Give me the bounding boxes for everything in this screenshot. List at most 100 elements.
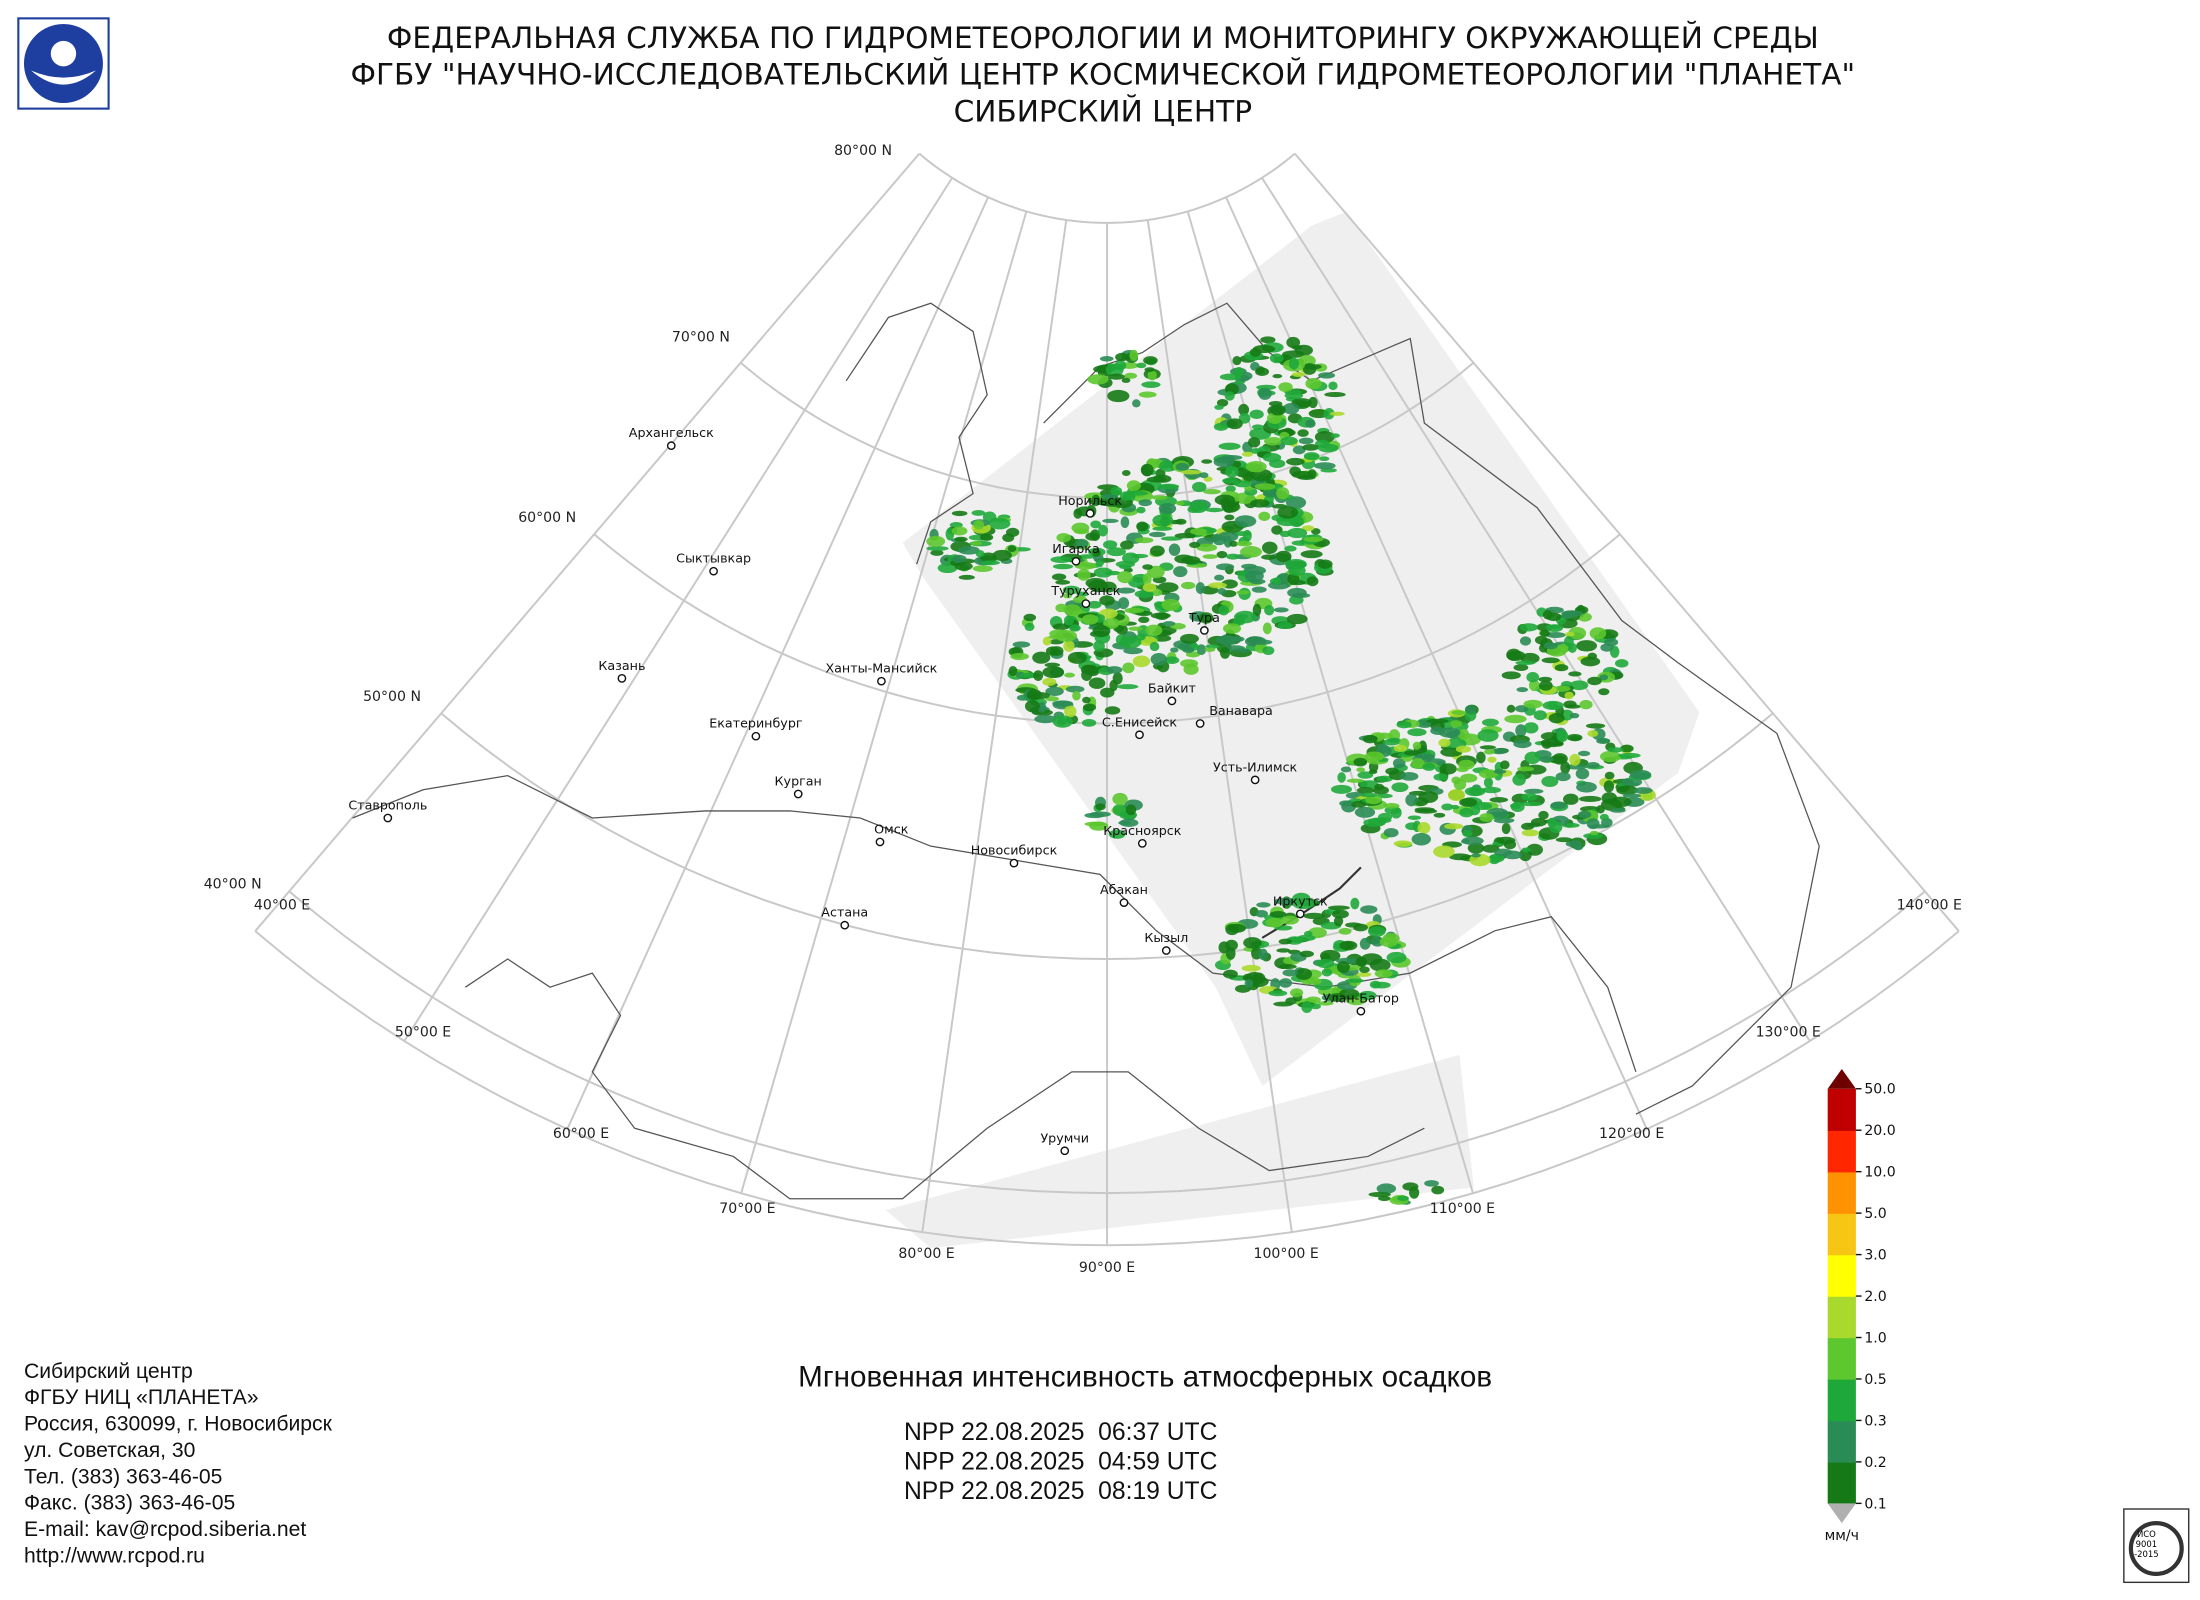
rain-cell — [1444, 823, 1464, 830]
city-label: Улан-Батор — [1323, 991, 1399, 1006]
longitude-label: 40°00 E — [254, 898, 310, 914]
colorbar-label: 10.0 — [1864, 1165, 1895, 1181]
rain-cell — [1523, 722, 1539, 734]
meridian — [740, 211, 1028, 1194]
rain-cell — [1121, 377, 1131, 383]
rain-cell — [1191, 481, 1207, 493]
rain-cell — [1023, 613, 1037, 622]
rain-cell — [1045, 686, 1064, 696]
rain-cell — [1501, 671, 1521, 680]
rain-cell — [1093, 640, 1105, 652]
rain-cell — [1261, 541, 1278, 554]
rain-cell — [973, 520, 985, 530]
rain-cell — [1095, 560, 1105, 566]
rain-cell — [1610, 807, 1626, 813]
rain-cell — [1132, 655, 1151, 668]
rain-cell — [1385, 767, 1400, 775]
rain-cell — [1462, 830, 1473, 838]
rain-cell — [1576, 781, 1597, 793]
rain-cell — [1577, 810, 1592, 819]
rain-cell — [1302, 443, 1319, 451]
rain-cell — [1107, 389, 1130, 403]
rain-cell — [1279, 978, 1292, 988]
rain-cell — [1128, 576, 1145, 588]
longitude-label: 90°00 E — [1079, 1260, 1135, 1276]
rain-cell — [1402, 1182, 1419, 1191]
rain-cell — [1323, 407, 1335, 420]
colorbar: 0.1 0.2 0.3 0.5 1.0 2.0 3.0 5.0 10.0 20.0 50.0 мм/ч — [1825, 1069, 1896, 1544]
longitude-label: 110°00 E — [1430, 1201, 1495, 1217]
rain-cell — [1106, 547, 1126, 557]
rain-cell — [1251, 639, 1273, 645]
rain-cell — [1362, 734, 1378, 744]
colorbar-label: 5.0 — [1864, 1206, 1886, 1222]
city-label: Туруханск — [1050, 583, 1120, 598]
rain-cell — [1393, 744, 1408, 752]
rain-cell — [1405, 822, 1419, 831]
rain-cell — [1248, 437, 1261, 448]
city-label: С.Енисейск — [1102, 714, 1177, 729]
rain-cell — [1515, 724, 1527, 737]
rain-cell — [1528, 679, 1540, 692]
rain-cell — [1363, 818, 1385, 827]
rain-cell — [1376, 743, 1389, 753]
rain-cell — [1219, 647, 1231, 659]
rain-cell — [1095, 803, 1106, 811]
rain-cell — [1303, 452, 1320, 461]
rain-cell — [1161, 598, 1181, 611]
longitude-label: 80°00 E — [898, 1246, 954, 1262]
city-label: Ванавара — [1209, 703, 1273, 718]
rain-cell — [1262, 646, 1275, 655]
rain-cell — [1596, 737, 1611, 745]
rain-cell — [1393, 840, 1413, 847]
rain-cell — [1541, 657, 1560, 664]
meridian — [566, 196, 989, 1130]
rain-cell — [1521, 793, 1538, 801]
rain-cell — [1555, 772, 1571, 782]
rain-cell — [1515, 660, 1536, 665]
rain-cell — [1269, 353, 1284, 364]
rain-cell — [1543, 642, 1558, 650]
rain-cell — [1217, 588, 1227, 595]
rain-cell — [1457, 728, 1470, 740]
rain-cell — [1308, 409, 1330, 419]
rain-cell — [1477, 729, 1499, 742]
rain-cell — [1482, 786, 1502, 794]
rain-cell — [1317, 559, 1333, 569]
rain-cell — [1587, 729, 1599, 738]
rain-cell — [1152, 526, 1173, 531]
rain-cell — [1587, 676, 1602, 686]
rain-cell — [1328, 381, 1338, 391]
rain-cell — [1002, 533, 1015, 543]
rain-cell — [1042, 677, 1057, 686]
rain-cell — [1336, 961, 1350, 974]
rain-cell — [1264, 605, 1275, 616]
rain-cell — [1541, 775, 1559, 788]
rain-cell — [1565, 763, 1588, 770]
city-marker — [709, 566, 718, 576]
contact-line: Факс. (383) 363-46-05 — [24, 1492, 235, 1515]
rain-cell — [1420, 753, 1435, 761]
city-marker — [1199, 626, 1209, 635]
rain-cell — [1024, 700, 1040, 713]
city-marker — [840, 920, 850, 930]
rain-cell — [1034, 714, 1057, 724]
rain-cell — [1224, 391, 1235, 401]
rain-cell — [1521, 847, 1531, 853]
rain-cell — [1568, 642, 1577, 653]
rain-cell — [1099, 356, 1114, 362]
rain-cell — [1489, 797, 1509, 803]
rain-cell — [1353, 923, 1368, 932]
rain-cell — [1519, 801, 1542, 807]
rain-cell — [1450, 720, 1463, 728]
colorbar-label: 0.3 — [1864, 1413, 1886, 1429]
rain-cell — [1376, 775, 1393, 783]
rain-cell — [1503, 839, 1517, 850]
rain-cell — [1103, 617, 1120, 629]
city-marker — [1081, 599, 1091, 608]
rain-cell — [1162, 621, 1176, 627]
rain-cell — [1413, 797, 1429, 807]
city-marker — [1195, 719, 1205, 728]
rain-cell — [1099, 595, 1115, 606]
